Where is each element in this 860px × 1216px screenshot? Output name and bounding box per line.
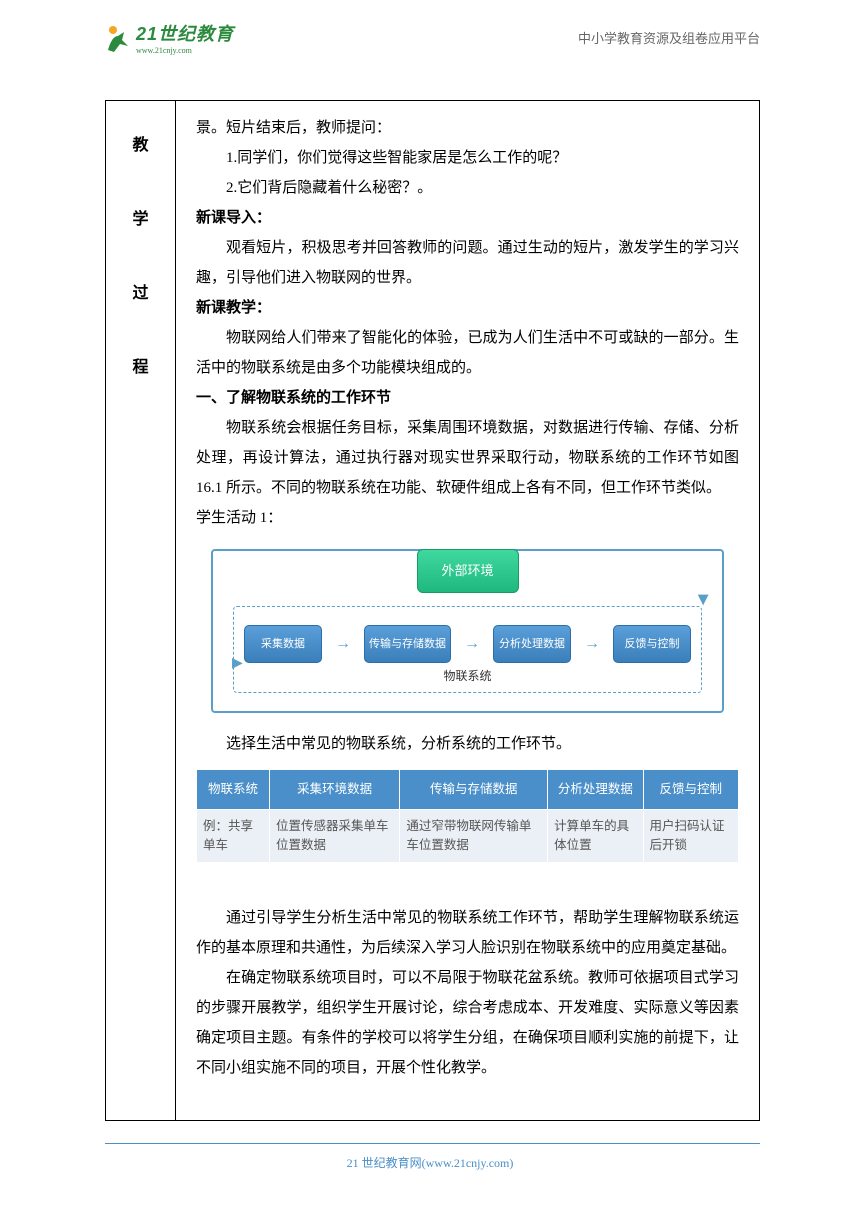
flow-node: 反馈与控制 <box>613 625 691 663</box>
example-table: 物联系统 采集环境数据 传输与存储数据 分析处理数据 反馈与控制 例：共享单车 … <box>196 769 739 893</box>
footer-divider <box>105 1143 760 1144</box>
table-header: 物联系统 <box>197 770 270 810</box>
arrow-icon: ▶ <box>689 595 717 606</box>
diagram-outer-border: 外部环境 ▶ ▶ 采集数据 → 传输与存储数据 → 分析处理数据 → 反馈与控制… <box>211 549 724 713</box>
logo-sub-text: www.21cnjy.com <box>136 46 234 55</box>
page-footer: 21 世纪教育网(www.21cnjy.com) <box>0 1154 860 1171</box>
arrow-icon: → <box>335 628 351 660</box>
sidebar-label: 教 学 过 程 <box>106 101 176 1120</box>
flow-row: 采集数据 → 传输与存储数据 → 分析处理数据 → 反馈与控制 <box>244 625 691 663</box>
diagram-inner-border: ▶ 采集数据 → 传输与存储数据 → 分析处理数据 → 反馈与控制 物联系统 <box>233 606 702 693</box>
question-2: 2.它们背后隐藏着什么秘密？。 <box>196 173 739 203</box>
paragraph: 物联系统会根据任务目标，采集周围环境数据，对数据进行传输、存储、分析处理，再设计… <box>196 413 739 503</box>
sidebar-char: 过 <box>132 279 148 303</box>
table-header: 反馈与控制 <box>643 770 738 810</box>
question-1: 1.同学们，你们觉得这些智能家居是怎么工作的呢？ <box>196 143 739 173</box>
table-cell: 用户扫码认证后开锁 <box>643 810 738 863</box>
sidebar-char: 程 <box>132 353 148 377</box>
logo: 21世纪教育 www.21cnjy.com <box>100 20 234 55</box>
arrow-icon: → <box>584 628 600 660</box>
flow-node: 传输与存储数据 <box>364 625 451 663</box>
page-header: 21世纪教育 www.21cnjy.com 中小学教育资源及组卷应用平台 <box>0 20 860 55</box>
page-frame: 教 学 过 程 景。短片结束后，教师提问： 1.同学们，你们觉得这些智能家居是怎… <box>105 100 760 1121</box>
table-header-row: 物联系统 采集环境数据 传输与存储数据 分析处理数据 反馈与控制 <box>197 770 739 810</box>
table-header: 传输与存储数据 <box>400 770 548 810</box>
table-blank-row <box>197 862 739 892</box>
table-header: 采集环境数据 <box>269 770 399 810</box>
arrow-icon: ▶ <box>232 650 243 678</box>
section-heading: 新课教学： <box>196 293 739 323</box>
table-header: 分析处理数据 <box>548 770 643 810</box>
paragraph: 选择生活中常见的物联系统，分析系统的工作环节。 <box>196 729 739 759</box>
table-cell: 通过窄带物联网传输单车位置数据 <box>400 810 548 863</box>
flowchart-diagram: 外部环境 ▶ ▶ 采集数据 → 传输与存储数据 → 分析处理数据 → 反馈与控制… <box>196 541 739 721</box>
content-area: 景。短片结束后，教师提问： 1.同学们，你们觉得这些智能家居是怎么工作的呢？ 2… <box>176 101 759 1120</box>
paragraph: 观看短片，积极思考并回答教师的问题。通过生动的短片，激发学生的学习兴趣，引导他们… <box>196 233 739 293</box>
section-heading: 新课导入： <box>196 203 739 233</box>
arrow-icon: → <box>464 628 480 660</box>
flow-node: 采集数据 <box>244 625 322 663</box>
flow-node: 分析处理数据 <box>493 625 571 663</box>
logo-icon <box>100 22 132 54</box>
header-right-text: 中小学教育资源及组卷应用平台 <box>578 28 760 47</box>
logo-main-text: 21世纪教育 <box>136 20 234 46</box>
intro-text: 景。短片结束后，教师提问： <box>196 113 739 143</box>
sidebar-char: 学 <box>132 205 148 229</box>
table-row: 例：共享单车 位置传感器采集单车位置数据 通过窄带物联网传输单车位置数据 计算单… <box>197 810 739 863</box>
system-label: 物联系统 <box>443 664 491 688</box>
activity-label: 学生活动 1： <box>196 503 739 533</box>
sidebar-char: 教 <box>132 131 148 155</box>
paragraph: 在确定物联系统项目时，可以不局限于物联花盆系统。教师可依据项目式学习的步骤开展教… <box>196 963 739 1083</box>
table-cell: 位置传感器采集单车位置数据 <box>269 810 399 863</box>
table-cell: 例：共享单车 <box>197 810 270 863</box>
table-cell: 计算单车的具体位置 <box>548 810 643 863</box>
paragraph: 物联网给人们带来了智能化的体验，已成为人们生活中不可或缺的一部分。生活中的物联系… <box>196 323 739 383</box>
env-node: 外部环境 <box>416 549 518 593</box>
paragraph: 通过引导学生分析生活中常见的物联系统工作环节，帮助学生理解物联系统运作的基本原理… <box>196 903 739 963</box>
section-heading: 一、了解物联系统的工作环节 <box>196 383 739 413</box>
